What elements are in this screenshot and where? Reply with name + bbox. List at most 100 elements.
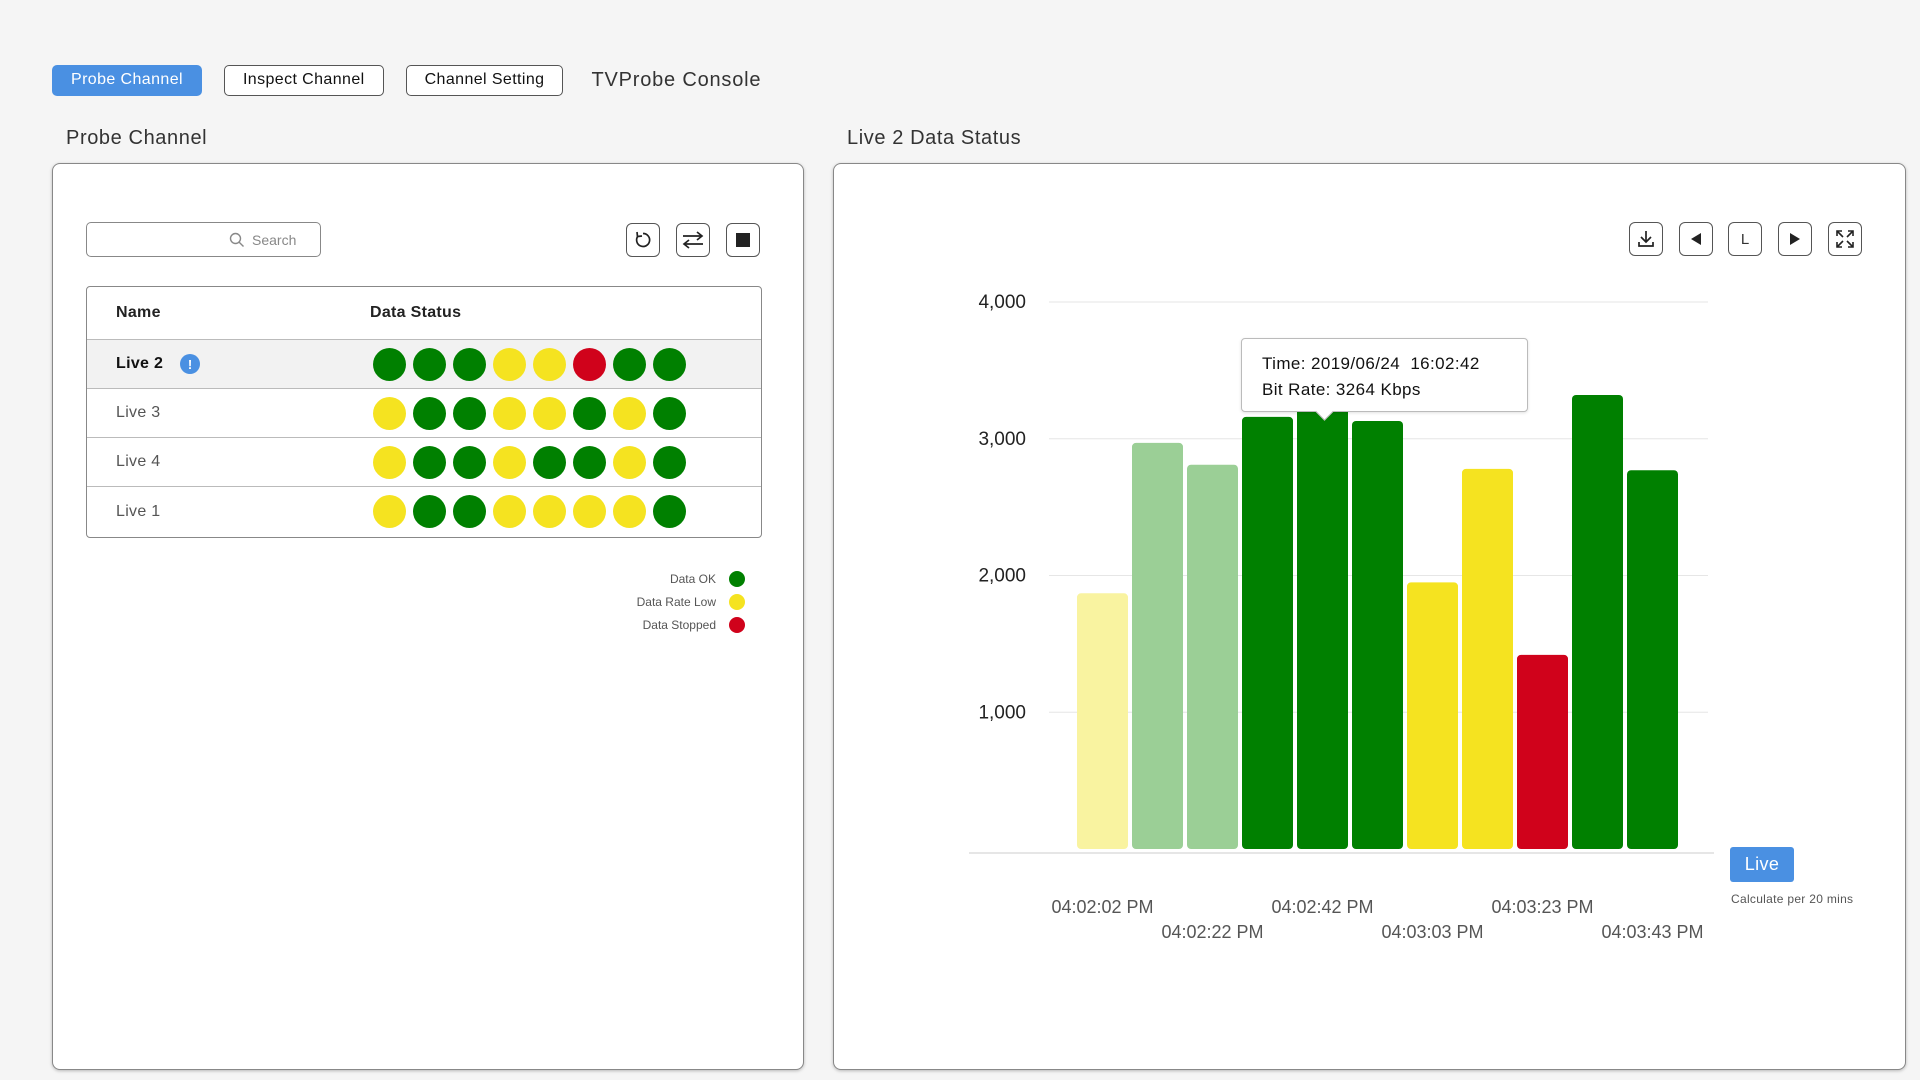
legend-swatch-stopped xyxy=(729,617,745,633)
status-dot-low xyxy=(373,446,406,479)
status-dot-low xyxy=(373,495,406,528)
status-dot-ok xyxy=(573,397,606,430)
status-dot-low xyxy=(493,348,526,381)
top-toolbar: Probe Channel Inspect Channel Channel Se… xyxy=(52,64,761,96)
tab-probe-channel[interactable]: Probe Channel xyxy=(52,65,202,96)
status-dot-ok xyxy=(653,446,686,479)
channel-name-cell: Live 3 xyxy=(87,404,370,422)
status-dot-ok xyxy=(413,397,446,430)
search-input[interactable]: Search xyxy=(86,222,321,257)
refresh-button[interactable] xyxy=(626,223,660,257)
status-dot-ok xyxy=(533,446,566,479)
tab-channel-setting[interactable]: Channel Setting xyxy=(406,65,564,96)
status-dot-ok xyxy=(613,348,646,381)
header-name: Name xyxy=(87,304,370,322)
header-data-status: Data Status xyxy=(370,304,461,322)
search-placeholder: Search xyxy=(252,232,296,248)
probe-channel-panel: Search Name Data Status Live 2! Live 3 Liv… xyxy=(52,163,804,1070)
status-dots xyxy=(370,348,693,381)
stop-button[interactable] xyxy=(726,223,760,257)
status-dot-ok xyxy=(653,495,686,528)
channel-name: Live 4 xyxy=(116,453,161,471)
table-row[interactable]: Live 3 xyxy=(87,389,761,438)
chart-bar xyxy=(1462,469,1513,849)
chart-bar xyxy=(1572,395,1623,849)
chart-tooltip: Time: 2019/06/24 16:02:42 Bit Rate: 3264… xyxy=(1241,338,1528,412)
x-tick-label: 04:03:23 PM xyxy=(1491,897,1593,917)
status-dot-ok xyxy=(453,348,486,381)
status-dot-low xyxy=(493,446,526,479)
legend-item: Data Stopped xyxy=(637,613,745,636)
swap-button[interactable] xyxy=(676,223,710,257)
y-tick-label: 3,000 xyxy=(978,429,1026,450)
channel-name: Live 1 xyxy=(116,503,161,521)
status-dot-low xyxy=(493,495,526,528)
status-dot-low xyxy=(533,397,566,430)
left-section-title: Probe Channel xyxy=(66,127,207,150)
table-row[interactable]: Live 2! xyxy=(87,340,761,389)
legend-label: Data Rate Low xyxy=(637,595,716,609)
status-dots xyxy=(370,495,693,528)
x-tick-label: 04:02:02 PM xyxy=(1051,897,1153,917)
y-tick-label: 4,000 xyxy=(978,292,1026,313)
status-dot-low xyxy=(533,348,566,381)
legend-swatch-low xyxy=(729,594,745,610)
legend-swatch-ok xyxy=(729,571,745,587)
status-dot-low xyxy=(613,397,646,430)
status-dot-stopped xyxy=(573,348,606,381)
status-dot-low xyxy=(613,446,646,479)
refresh-icon xyxy=(633,230,653,250)
status-dot-low xyxy=(533,495,566,528)
bitrate-chart: 1,000 2,000 3,000 4,000 04:02:02 PM 04:02:22 … xyxy=(834,164,1907,1071)
status-dot-ok xyxy=(413,446,446,479)
status-dot-low xyxy=(493,397,526,430)
stop-icon xyxy=(736,233,750,247)
status-dot-ok xyxy=(453,397,486,430)
status-dot-ok xyxy=(653,348,686,381)
status-dot-low xyxy=(373,397,406,430)
chart-bar xyxy=(1297,400,1348,849)
status-dot-ok xyxy=(413,495,446,528)
status-dot-ok xyxy=(373,348,406,381)
status-dot-low xyxy=(613,495,646,528)
y-tick-label: 1,000 xyxy=(978,702,1026,723)
live-button[interactable]: Live xyxy=(1730,847,1794,882)
chart-bar xyxy=(1352,421,1403,849)
x-tick-label: 04:03:03 PM xyxy=(1381,922,1483,942)
chart-bar xyxy=(1077,593,1128,849)
status-legend: Data OK Data Rate Low Data Stopped xyxy=(637,567,745,636)
x-tick-label: 04:02:22 PM xyxy=(1161,922,1263,942)
channel-name-cell: Live 2! xyxy=(87,354,370,374)
tooltip-bitrate: Bit Rate: 3264 Kbps xyxy=(1262,377,1527,403)
info-icon[interactable]: ! xyxy=(180,354,200,374)
search-icon xyxy=(229,232,245,248)
y-tick-label: 2,000 xyxy=(978,566,1026,587)
status-dot-ok xyxy=(453,495,486,528)
legend-label: Data OK xyxy=(670,572,716,586)
status-dot-low xyxy=(573,495,606,528)
status-dots xyxy=(370,446,693,479)
chart-bar xyxy=(1627,470,1678,849)
chart-bar xyxy=(1187,465,1238,849)
table-row[interactable]: Live 4 xyxy=(87,438,761,487)
chart-bar xyxy=(1242,417,1293,849)
table-row[interactable]: Live 1 xyxy=(87,487,761,536)
x-tick-label: 04:03:43 PM xyxy=(1601,922,1703,942)
channel-name-cell: Live 1 xyxy=(87,503,370,521)
chart-bar xyxy=(1132,443,1183,849)
legend-item: Data OK xyxy=(637,567,745,590)
x-tick-label: 04:02:42 PM xyxy=(1271,897,1373,917)
chart-bar xyxy=(1407,582,1458,849)
status-dot-ok xyxy=(413,348,446,381)
tab-inspect-channel[interactable]: Inspect Channel xyxy=(224,65,384,96)
status-dots xyxy=(370,397,693,430)
table-header: Name Data Status xyxy=(87,287,761,340)
data-status-panel: L 1,000 2,000 3,000 4,000 04:02:02 PM 04:02:2… xyxy=(833,163,1906,1070)
chart-bar xyxy=(1517,655,1568,849)
channel-table: Name Data Status Live 2! Live 3 Live 4 Live… xyxy=(86,286,762,538)
calculation-note: Calculate per 20 mins xyxy=(1731,892,1853,906)
legend-label: Data Stopped xyxy=(643,618,716,632)
tooltip-time: Time: 2019/06/24 16:02:42 xyxy=(1262,351,1527,377)
legend-item: Data Rate Low xyxy=(637,590,745,613)
status-dot-ok xyxy=(573,446,606,479)
